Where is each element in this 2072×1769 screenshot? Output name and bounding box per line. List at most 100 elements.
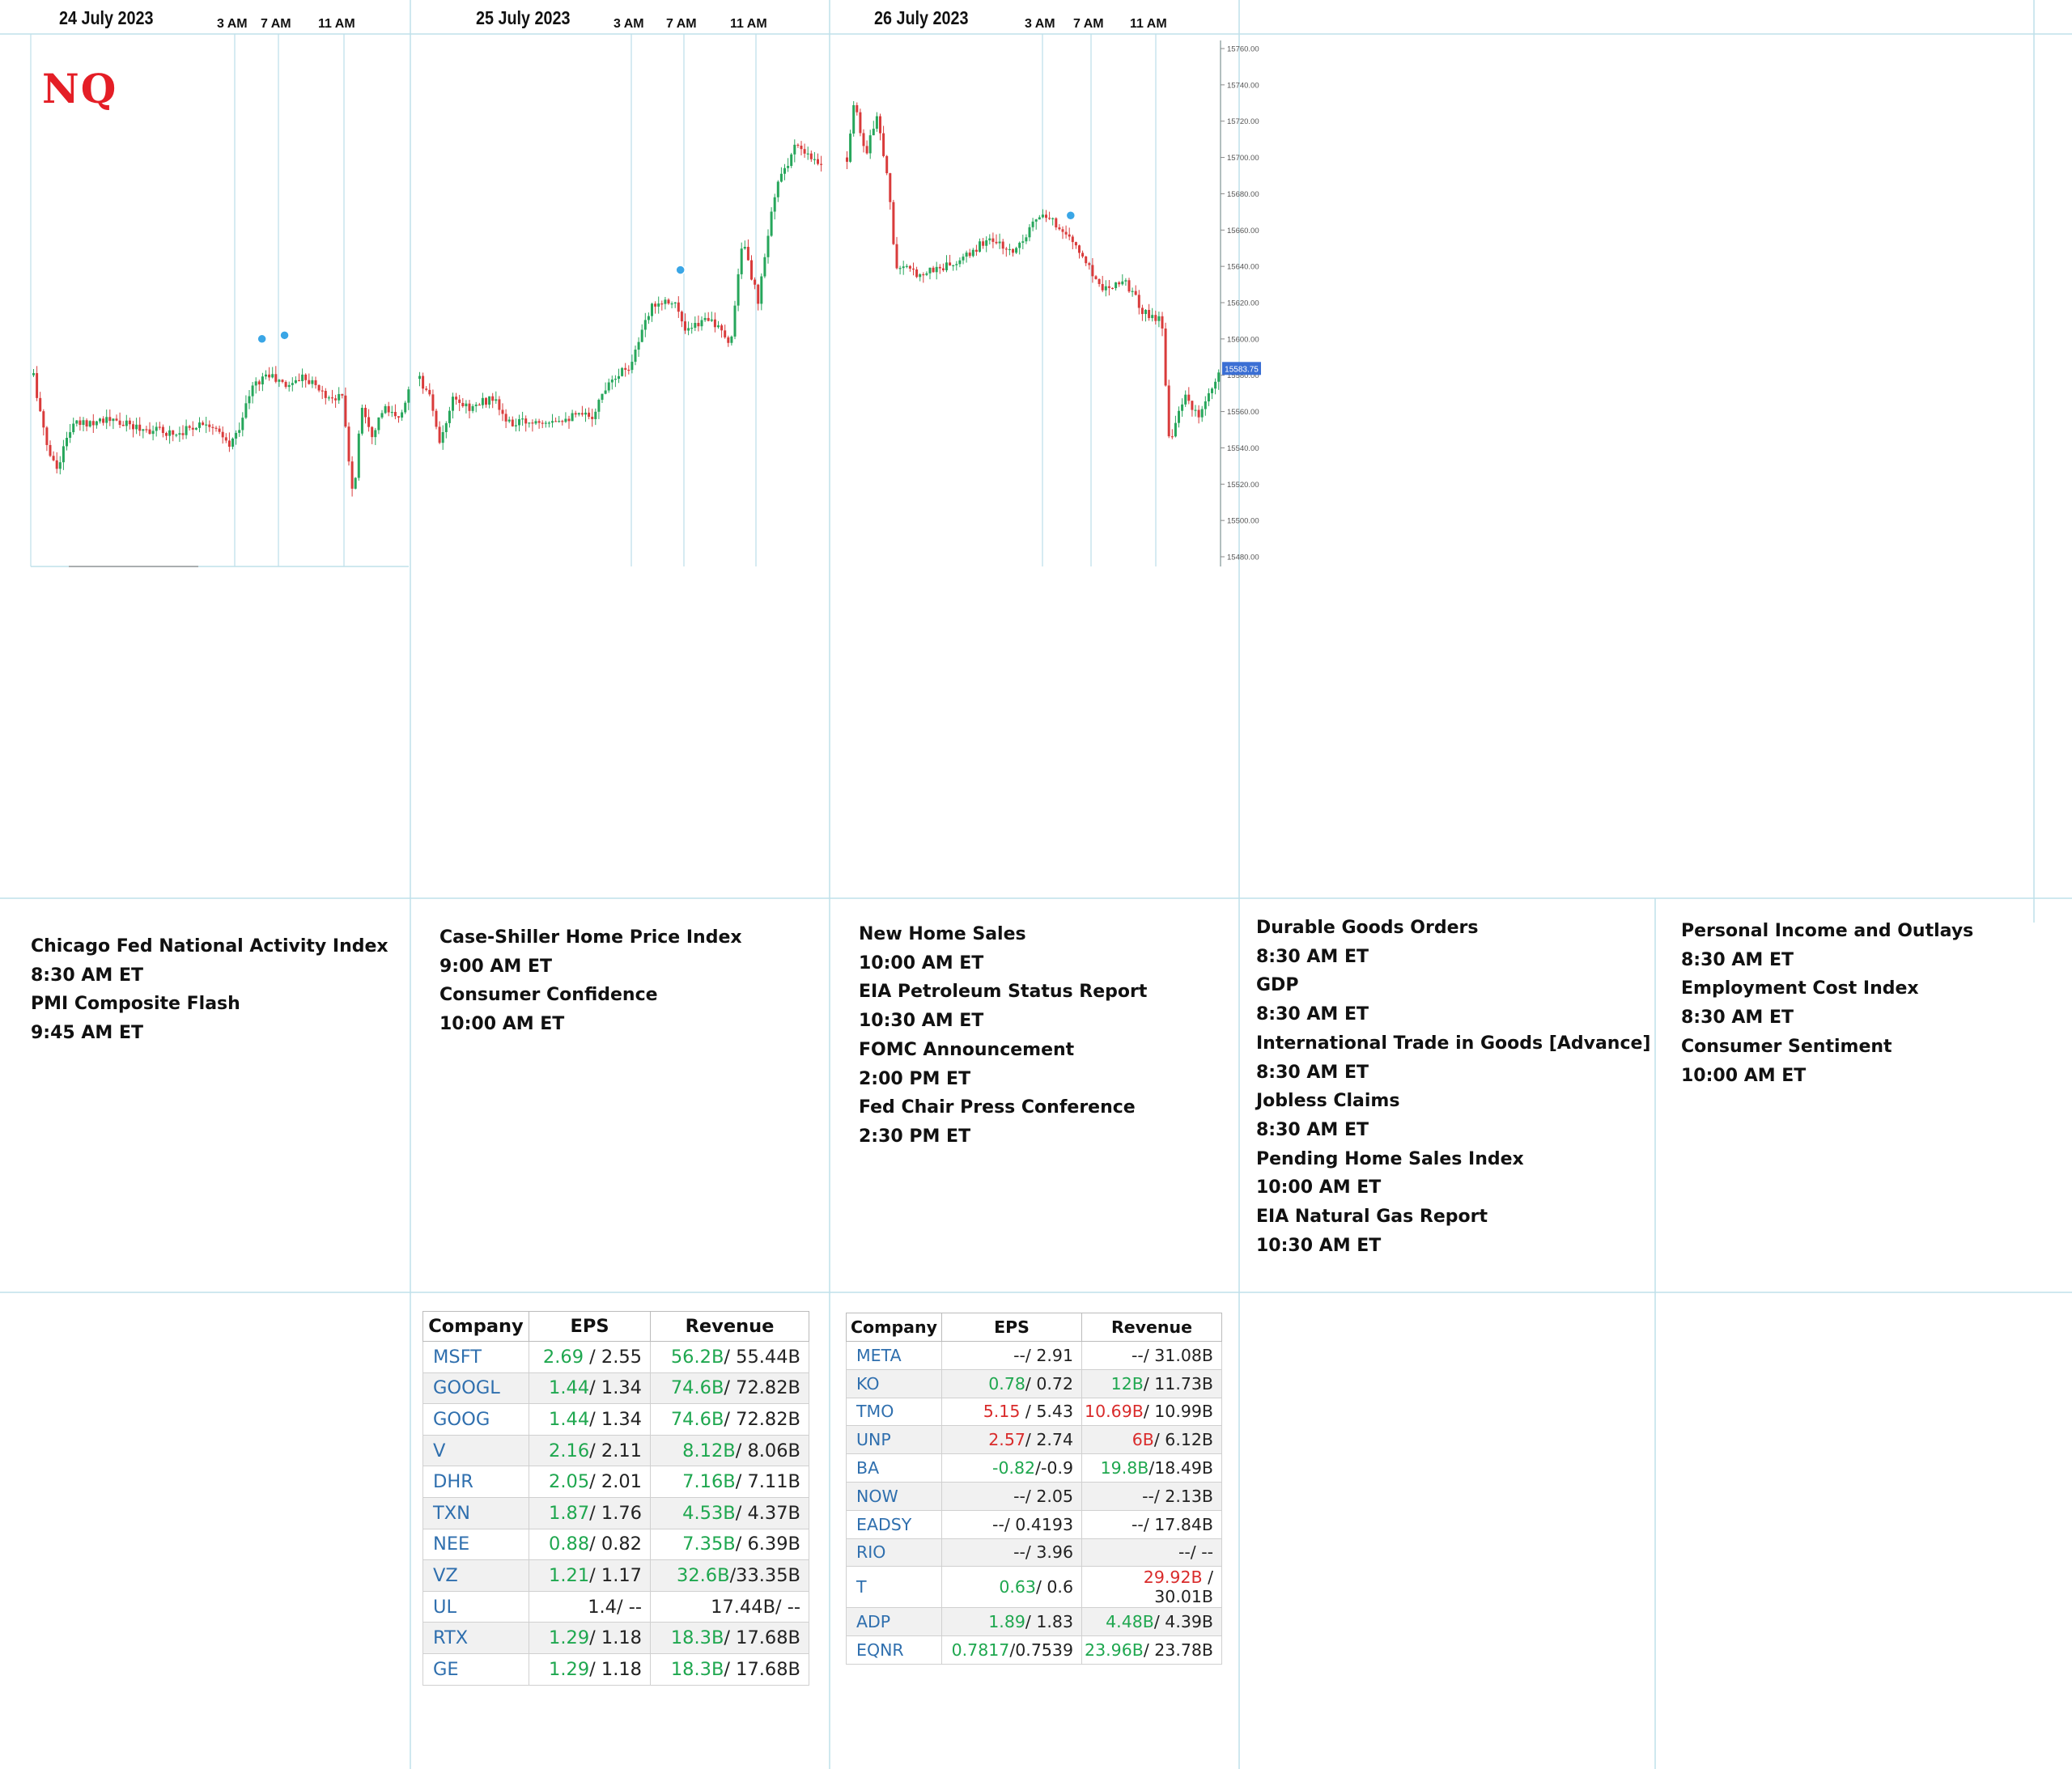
candle-body: [75, 420, 79, 424]
candle-body: [687, 328, 690, 331]
candle-body: [155, 426, 158, 431]
econ-line: 10:00 AM ET: [859, 952, 984, 974]
candle-body: [202, 422, 205, 426]
candle-body: [407, 389, 410, 403]
candle-body: [571, 413, 574, 422]
candle-body: [813, 159, 816, 160]
candle-body: [248, 396, 251, 404]
revenue-cell-actual: --: [1132, 1514, 1144, 1534]
candle-body: [1194, 409, 1197, 411]
candle-body: [991, 238, 995, 242]
candle-body: [865, 146, 868, 154]
candle-body: [1051, 218, 1055, 219]
candle-body: [925, 273, 928, 275]
candle-body: [647, 316, 650, 320]
candle-body: [1091, 265, 1094, 277]
eps-cell: 1.87/ 1.76: [529, 1496, 651, 1529]
candle-body: [902, 266, 905, 269]
candle-body: [703, 317, 707, 320]
candle-body: [452, 397, 454, 411]
candle-body: [304, 374, 308, 380]
revenue-cell-actual: 23.96B: [1085, 1640, 1144, 1661]
candle-body: [763, 257, 766, 277]
candle-body: [945, 262, 948, 270]
company-ticker: GE: [422, 1652, 529, 1686]
candle-body: [132, 424, 134, 430]
candle-body: [244, 403, 248, 418]
econ-line: Chicago Fed National Activity Index: [31, 936, 388, 957]
candle-body: [214, 427, 218, 429]
revenue-cell-actual: --: [1132, 1345, 1144, 1365]
candle-body: [1085, 256, 1088, 264]
candle-body: [1098, 278, 1101, 284]
candle-body: [637, 341, 640, 350]
eps-cell: 1.44/ 1.34: [529, 1403, 651, 1436]
eps-cell: 2.16/ 2.11: [529, 1434, 651, 1467]
candle-body: [1115, 282, 1118, 289]
candle-body: [1144, 309, 1147, 315]
candle-body: [45, 427, 49, 445]
eps-cell-estimate: / 0.72: [1025, 1373, 1073, 1394]
price-tick-label: 15520.00: [1227, 481, 1259, 490]
candle-body: [783, 168, 786, 174]
revenue-cell: 32.6B/33.35B: [650, 1559, 809, 1592]
candle-body: [377, 417, 380, 431]
candle-body: [846, 157, 848, 162]
candle-body: [471, 405, 474, 411]
revenue-cell-actual: 7.35B: [682, 1534, 736, 1555]
candle-body: [697, 323, 700, 327]
econ-line: EIA Petroleum Status Report: [859, 982, 1148, 1003]
hour-gridlines: [234, 34, 1157, 566]
last-price-tag: 15583.75: [1222, 362, 1261, 375]
candle-body: [776, 181, 779, 197]
day-label: 26 July 2023: [874, 8, 969, 29]
candle-body: [521, 418, 524, 420]
revenue-cell: 8.12B/ 8.06B: [650, 1434, 809, 1467]
candle-body: [357, 433, 360, 478]
revenue-cell-actual: 56.2B: [670, 1346, 724, 1368]
candle-body: [468, 403, 471, 411]
candle-body: [1025, 237, 1028, 242]
eps-cell-actual: 1.29: [549, 1627, 590, 1649]
table-row: V 2.16/ 2.11 8.12B/ 8.06B: [422, 1434, 809, 1467]
econ-line: 10:30 AM ET: [859, 1011, 984, 1032]
candle-body: [281, 380, 284, 382]
candle-body: [1121, 281, 1124, 285]
hour-tick-label: 3 AM: [217, 17, 248, 31]
candle-body: [720, 325, 724, 331]
candle-body: [614, 379, 617, 380]
last-price-label: 15583.75: [1225, 365, 1259, 374]
econ-calendar-jul-28: Personal Income and Outlays 8:30 AM ET E…: [1681, 917, 1973, 1090]
candle-body: [55, 460, 58, 469]
candle-body: [1015, 248, 1018, 253]
candle-body: [238, 430, 241, 433]
revenue-cell: 6B/ 6.12B: [1081, 1425, 1222, 1455]
candle-body: [311, 380, 314, 384]
table-row: RTX 1.29/ 1.18 18.3B/ 17.68B: [422, 1622, 809, 1654]
eps-cell-estimate: / 1.18: [589, 1627, 642, 1649]
company-ticker: BA: [846, 1453, 942, 1483]
table-row: GE 1.29/ 1.18 18.3B/ 17.68B: [422, 1652, 809, 1686]
econ-calendar-jul-27: Durable Goods Orders 8:30 AM ET GDP 8:30…: [1256, 914, 1650, 1260]
candle-body: [1148, 309, 1151, 319]
company-ticker: MSFT: [422, 1341, 529, 1373]
price-tick-label: 15480.00: [1227, 554, 1259, 562]
revenue-cell-estimate: /33.35B: [729, 1564, 800, 1586]
econ-line: 8:30 AM ET: [1256, 1062, 1369, 1083]
eps-cell-actual: --: [1013, 1345, 1025, 1365]
candle-body: [898, 268, 902, 269]
candle-body: [1157, 316, 1161, 321]
candle-body: [730, 336, 733, 343]
candle-body: [971, 249, 974, 257]
event-markers: [257, 210, 1076, 345]
candle-body: [974, 249, 978, 252]
candle-body: [531, 422, 534, 424]
candle-body: [504, 414, 507, 422]
price-tick-label: 15700.00: [1227, 154, 1259, 163]
table-row: T 0.63/ 0.6 29.92B / 30.01B: [846, 1566, 1222, 1609]
candle-body: [52, 456, 55, 460]
candle-body: [1217, 372, 1221, 382]
eps-cell-actual: 0.63: [999, 1577, 1036, 1597]
table-row: BA -0.82/-0.9 19.8B/18.49B: [846, 1453, 1222, 1483]
candle-body: [1058, 227, 1061, 230]
